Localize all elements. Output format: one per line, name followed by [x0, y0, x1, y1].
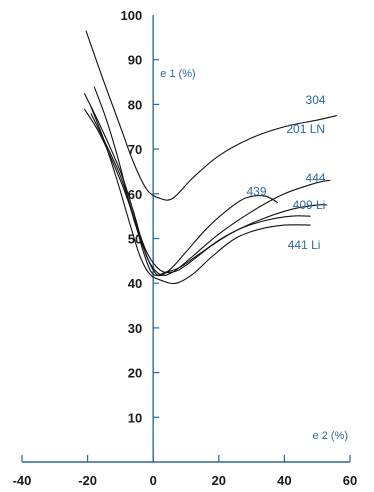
x-tick-label: 40 [277, 473, 291, 488]
x-tick-label: 20 [212, 473, 226, 488]
y-tick-label: 90 [128, 53, 142, 68]
series-label-304: 304 [306, 93, 326, 107]
series-line-304 [85, 30, 338, 201]
x-tick-label: 0 [150, 473, 157, 488]
series-line-439 [93, 86, 279, 277]
y-tick-label: 50 [128, 232, 142, 247]
y-tick-label: 10 [128, 410, 142, 425]
series-line-441-li [90, 106, 311, 285]
series-line-409-li [90, 113, 328, 277]
x-tick-label: -20 [78, 473, 97, 488]
series-labels: 304 201 LN 444 439 409 Li 441 Li [247, 93, 326, 252]
y-tick-label: 30 [128, 321, 142, 336]
x-tick-label: 60 [343, 473, 357, 488]
y-tick-label: 80 [128, 97, 142, 112]
y-axis-title: e 1 (%) [160, 68, 195, 80]
y-tick-label: 40 [128, 276, 142, 291]
y-tick-label: 70 [128, 142, 142, 157]
tick-labels: -40 -20 0 20 40 60 10 20 30 40 50 60 70 80 90 100 e 1 (%… [13, 8, 358, 488]
series-label-201-ln: 201 LN [286, 122, 325, 136]
y-tick-label: 20 [128, 366, 142, 381]
x-tick-label: -40 [13, 473, 32, 488]
axes [21, 15, 351, 463]
curves [83, 30, 338, 285]
series-label-444: 444 [306, 171, 326, 185]
x-axis-title: e 2 (%) [313, 430, 348, 442]
series-label-409-li: 409 Li [293, 198, 326, 212]
series-label-439: 439 [247, 185, 267, 199]
series-line-444 [83, 92, 331, 277]
series-label-441-li: 441 Li [288, 238, 321, 252]
series-line-201-ln [83, 108, 311, 274]
y-tick-label: 60 [128, 187, 142, 202]
y-tick-label: 100 [120, 8, 142, 23]
